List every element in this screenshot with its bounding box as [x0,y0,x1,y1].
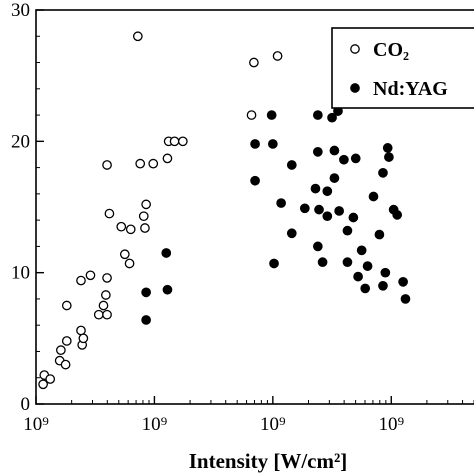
co2-data-point [102,273,112,283]
ndyag-data-point [374,229,385,240]
ndyag-data-point [310,183,321,194]
co2-data-point [78,333,89,344]
co2-data-point [116,221,127,232]
co2-data-point [148,158,159,169]
ndyag-data-point [250,139,260,149]
ndyag-data-point [250,175,260,186]
co2-data-point [38,379,48,390]
co2-data-point [249,57,259,68]
ndyag-data-point [322,211,333,222]
co2-data-point [132,31,143,42]
ndyag-data-point [362,261,373,271]
co2-data-point [141,199,151,210]
x-axis-title: Intensity [W/cm²] [189,449,348,473]
ndyag-data-point [348,212,359,223]
ndyag-data-point [398,277,408,287]
ndyag-data-point [267,139,278,149]
co2-data-point [140,223,150,233]
y-tick-label: 30 [11,0,30,21]
ndyag-data-point [360,283,371,294]
co2-data-point [272,51,283,61]
ndyag-data-point [312,146,323,157]
co2-data-point [61,336,72,346]
ndyag-data-point [141,315,151,325]
ndyag-data-point [353,271,363,282]
ndyag-data-point [314,204,324,215]
x-tick-label: 10⁹ [260,414,286,435]
legend-label-co2: CO₂ [373,39,409,61]
co2-data-point [98,300,109,311]
co2-data-point [56,345,66,356]
ndyag-data-point [400,294,411,304]
co2-data-point [246,110,257,120]
co2-data-point [125,224,136,235]
co2-data-point [169,136,180,147]
ndyag-data-point [327,112,337,123]
ndyag-data-point [141,287,151,298]
y-tick-label: 0 [21,394,31,415]
ndyag-data-point [334,206,345,216]
ndyag-data-point [329,173,340,183]
y-axis: 0 10 20 30 [11,0,44,415]
co2-data-point [101,290,111,300]
ndyag-data-point [380,267,391,278]
co2-data-point [135,158,146,169]
co2-data-point [60,359,71,370]
ndyag-data-point [322,186,333,197]
co2-data-point [162,153,173,164]
x-axis: 10⁹ 10⁹ 10⁹ 10⁹ [23,396,474,435]
ndyag-data-point [350,153,361,164]
ndyag-data-point [286,160,297,170]
co2-data-point [102,160,112,170]
x-tick-label: 10⁹ [142,414,168,435]
co2-data-point [76,275,86,286]
plot-area [38,31,411,390]
ndyag-data-point [312,110,323,120]
co2-data-point [124,258,135,269]
ndyag-data-point [382,143,393,153]
co2-data-point [61,300,72,311]
ndyag-data-point [329,145,340,156]
legend-label-ndyag: Nd:YAG [373,78,448,100]
ndyag-data-point [378,168,388,178]
x-tick-label: 10⁹ [23,414,49,435]
ndyag-data-point [339,154,349,165]
ndyag-data-point [317,257,328,268]
co2-data-point [102,309,112,320]
ndyag-data-point [368,191,379,202]
ndyag-data-point [342,257,353,268]
co2-data-point [93,309,104,320]
legend: CO₂ Nd:YAG [331,27,474,109]
legend-marker-co2 [350,44,360,54]
y-tick-label: 20 [11,131,30,152]
ndyag-data-point [392,210,403,220]
ndyag-data-point [269,258,279,269]
ndyag-data-point [266,110,277,120]
ndyag-data-point [299,203,310,214]
ndyag-data-point [312,241,323,252]
legend-box [331,27,474,109]
co2-data-point [76,325,86,336]
legend-marker-ndyag [350,83,360,93]
ndyag-data-point [378,280,388,291]
co2-data-point [138,211,149,222]
co2-data-point [177,136,188,147]
y-tick-label: 10 [11,263,30,284]
co2-data-point [104,208,115,219]
co2-data-point [45,374,56,384]
ndyag-data-point [286,228,297,239]
ndyag-data-point [342,225,353,236]
co2-data-point [85,270,96,281]
x-tick-label: 10⁹ [378,414,404,435]
ndyag-data-point [384,152,394,162]
ndyag-data-point [276,198,286,208]
ndyag-data-point [162,284,173,295]
ndyag-data-point [356,245,367,256]
ndyag-data-point [161,248,172,258]
co2-data-point [119,249,130,260]
